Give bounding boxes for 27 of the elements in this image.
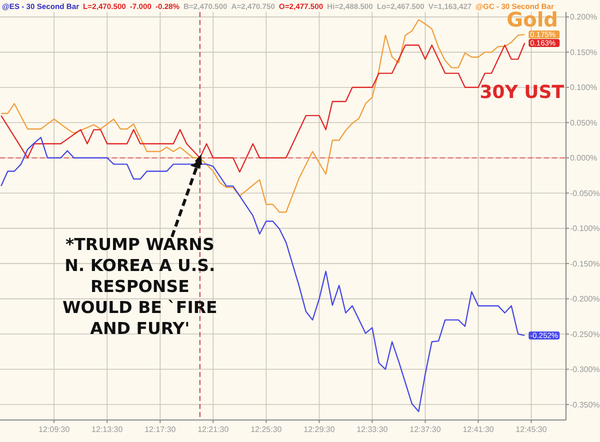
series-label: Gold [506, 8, 558, 32]
x-tick-label: 12:37:30 [410, 425, 442, 434]
y-tick-label: -0.200% [570, 294, 600, 304]
y-tick-label: 0.100% [570, 83, 598, 92]
line-series [0, 42, 526, 173]
x-tick-label: 12:13:30 [92, 425, 124, 434]
x-tick-label: 12:21:30 [198, 425, 230, 434]
x-tick-label: 12:45:30 [516, 425, 548, 434]
line-series [0, 136, 526, 412]
y-tick-label: -0.100% [570, 224, 600, 234]
y-tick-label: -0.350% [570, 400, 600, 410]
x-tick-label: 12:25:30 [250, 425, 282, 434]
annotation: *TRUMP WARNS N. KOREA A U.S. RESPONSE WOULD BE `FIRE AND FURY' [62, 234, 218, 338]
y-tick-label: -0.050% [570, 188, 600, 198]
y-tick-label: 0.000% [570, 154, 598, 163]
x-tick-label: 12:29:30 [304, 425, 336, 434]
series-label: 30Y UST [480, 82, 565, 104]
y-tick-label: -0.250% [570, 330, 600, 339]
x-tick-label: 12:41:30 [462, 425, 494, 434]
y-tick-label: -0.150% [570, 259, 600, 268]
y-tick-label: 0.200% [570, 12, 598, 22]
y-tick-label: 0.150% [570, 48, 598, 57]
x-tick-label: 12:09:30 [38, 425, 70, 434]
y-tick-label: -0.300% [570, 365, 600, 374]
x-tick-label: 12:33:30 [356, 425, 388, 434]
y-tick-label: 0.050% [570, 118, 598, 128]
x-tick-label: 12:17:30 [144, 425, 176, 434]
